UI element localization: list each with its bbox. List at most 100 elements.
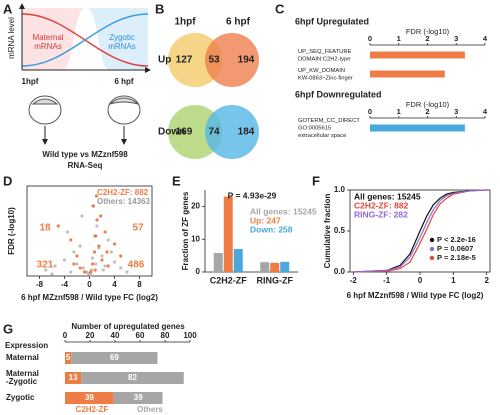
quadrant-count: 18 xyxy=(39,223,51,234)
y-axis-label: FDR (-log10) xyxy=(7,207,16,255)
category-label: Maternal xyxy=(6,353,39,362)
embryo-cells xyxy=(31,98,59,105)
point xyxy=(69,270,73,274)
category-header: Expression xyxy=(5,341,48,350)
x-tick-label: 40 xyxy=(111,331,120,340)
point xyxy=(105,250,109,254)
point xyxy=(100,258,104,262)
point xyxy=(125,270,129,274)
point xyxy=(81,266,85,270)
annotation: C2H2-ZF: 882 xyxy=(97,188,149,197)
x-tick-label: 60 xyxy=(136,331,145,340)
annotation: P = 4.93e-29 xyxy=(228,190,277,200)
point xyxy=(101,268,105,272)
panel-letter: G xyxy=(3,321,13,336)
point xyxy=(119,254,123,258)
chart-title: 6hpf Upregulated xyxy=(295,16,369,26)
point xyxy=(95,224,99,228)
legend-label: Down: 258 xyxy=(250,224,293,234)
x-tick-label: 0 xyxy=(368,34,372,43)
point xyxy=(75,254,79,258)
point xyxy=(78,244,82,248)
point xyxy=(75,262,79,266)
cdf-line xyxy=(353,189,487,273)
x-tick-label: RING-ZF xyxy=(257,275,294,285)
x-tick-label: -2 xyxy=(350,276,358,285)
bar xyxy=(260,262,270,272)
point xyxy=(86,271,90,275)
p-value: P = 0.0607 xyxy=(437,244,473,253)
point xyxy=(99,214,103,218)
chart-title: Number of upregulated genes xyxy=(71,322,185,331)
y-axis-label: Fraction of ZF genes xyxy=(181,191,190,270)
x-tick-label: 3 xyxy=(454,107,458,116)
comparison-label: Wild type vs MZznf598 xyxy=(42,150,128,159)
category-label: -Zygotic xyxy=(6,377,38,386)
venn-set xyxy=(168,33,222,87)
point xyxy=(106,238,110,242)
quadrant-count: 321 xyxy=(37,260,54,271)
category-label: UP_SEQ_FEATURE xyxy=(298,49,351,55)
point xyxy=(53,264,57,268)
count-label: 194 xyxy=(238,55,255,66)
x-tick-label: 1 xyxy=(397,34,401,43)
count-label: 53 xyxy=(208,55,220,66)
time-label: 6 hpf xyxy=(114,77,133,86)
point xyxy=(82,270,87,274)
point xyxy=(106,264,110,268)
zygotic-curve xyxy=(21,13,149,67)
bar-segment xyxy=(81,372,184,384)
x-tick-label: -1 xyxy=(383,276,391,285)
maternal-area xyxy=(22,8,86,70)
x-tick-label: 2 xyxy=(425,34,429,43)
point xyxy=(91,262,95,266)
x-tick-label: 2 xyxy=(425,107,429,116)
legend-label: All genes: 15245 xyxy=(354,191,421,201)
legend-dot xyxy=(429,246,435,252)
point xyxy=(92,250,97,254)
chart-title: 6hpf Downregulated xyxy=(295,89,382,99)
point xyxy=(100,254,104,258)
point xyxy=(103,264,107,268)
p-value: P < 2.2e-16 xyxy=(437,235,476,244)
point xyxy=(66,230,70,234)
category-label: extracellular space xyxy=(298,133,346,139)
x-tick-label: 0 xyxy=(418,276,423,285)
category-label: Zygotic xyxy=(6,393,35,402)
value-label: 5 xyxy=(66,353,71,362)
bar-segment xyxy=(65,352,72,364)
bar-segment xyxy=(65,392,114,404)
legend-label: Others xyxy=(137,405,163,414)
value-label: 39 xyxy=(85,393,94,402)
bar xyxy=(280,261,290,272)
x-tick-label: 4 xyxy=(483,107,488,116)
category-label: GOTERM_CC_DIRECT xyxy=(298,118,360,124)
x-tick-label: 0 xyxy=(87,280,92,289)
point xyxy=(80,214,84,218)
bar-segment xyxy=(71,352,158,364)
legend-label: RING-ZF: 282 xyxy=(354,209,408,219)
panel-letter: D xyxy=(3,173,12,188)
point xyxy=(97,244,101,248)
x-tick-label: 0 xyxy=(368,107,372,116)
legend-dot xyxy=(429,255,435,261)
x-tick-label: 3 xyxy=(454,34,458,43)
row-label: Up xyxy=(158,55,171,66)
point xyxy=(89,273,93,277)
y-tick-label: 0 xyxy=(196,267,201,276)
count-label: 74 xyxy=(208,127,220,138)
time-label: 1hpf xyxy=(22,77,39,86)
count-label: 169 xyxy=(176,127,193,138)
panel-letter: B xyxy=(155,1,164,16)
label: mRNAs xyxy=(108,42,136,51)
panel-letter: F xyxy=(312,173,320,188)
value-label: 39 xyxy=(134,393,143,402)
count-label: 184 xyxy=(238,127,255,138)
legend-label: All genes: 15245 xyxy=(250,206,317,216)
x-axis-label: 6 hpf MZznf598 / Wild type FC (log2) xyxy=(347,291,484,300)
point xyxy=(94,262,98,266)
x-tick-label: 4 xyxy=(483,34,488,43)
x-tick-label: 8 xyxy=(137,280,142,289)
point xyxy=(56,224,60,228)
